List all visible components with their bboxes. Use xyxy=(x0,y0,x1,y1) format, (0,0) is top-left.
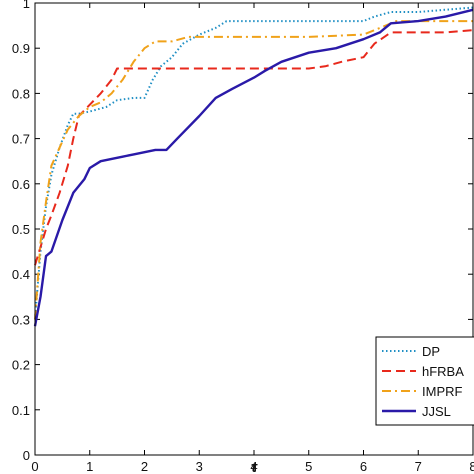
x-axis-label: τ xyxy=(251,459,258,474)
y-tick-label: 0.4 xyxy=(12,267,30,282)
x-tick-labels: 0 1 2 3 4 5 6 7 8 xyxy=(31,459,474,474)
y-tick-labels: 0 0.1 0.2 0.3 0.4 0.5 0.6 0.7 0.8 0.9 1 xyxy=(12,0,30,463)
y-tick-label: 0.2 xyxy=(12,358,30,373)
y-tick-label: 0.5 xyxy=(12,222,30,237)
series-line-hfrba xyxy=(34,29,474,266)
x-tick-label: 7 xyxy=(415,459,422,474)
legend-label-imprf: IMPRF xyxy=(422,384,463,399)
legend-label-dp: DP xyxy=(422,344,440,359)
x-tick-label: 1 xyxy=(86,459,93,474)
y-tick-label: 0 xyxy=(23,448,30,463)
y-tick-label: 0.3 xyxy=(12,312,30,327)
x-tick-label: 2 xyxy=(141,459,148,474)
series-line-dp xyxy=(34,6,474,320)
x-tick-label: 4 xyxy=(250,459,257,474)
y-tick-label: 0.9 xyxy=(12,41,30,56)
y-tick-label: 1 xyxy=(23,0,30,11)
y-tick-label: 0.8 xyxy=(12,86,30,101)
x-tick-label: 6 xyxy=(360,459,367,474)
y-tick-label: 0.7 xyxy=(12,132,30,147)
legend-label-jjsl: JJSL xyxy=(422,404,451,419)
x-tick-label: 5 xyxy=(305,459,312,474)
x-tick-label: 0 xyxy=(31,459,38,474)
legend-label-hfrba: hFRBA xyxy=(422,364,464,379)
series-line-imprf xyxy=(34,20,473,320)
series-line-jjsl xyxy=(33,8,474,327)
plot-frame xyxy=(34,2,474,456)
legend: DP hFRBA IMPRF JJSL xyxy=(375,336,474,426)
x-tick-label: 3 xyxy=(196,459,203,474)
y-tick-label: 0.6 xyxy=(12,177,30,192)
y-tick-label: 0.1 xyxy=(12,403,30,418)
series-layer xyxy=(33,6,474,327)
x-tick-label: 8 xyxy=(469,459,474,474)
